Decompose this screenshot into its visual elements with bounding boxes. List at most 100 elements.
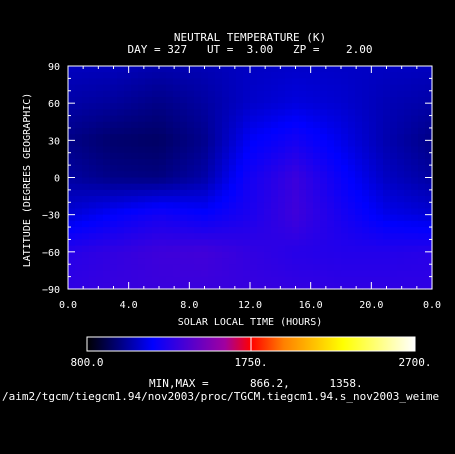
y-tick-label: 0	[54, 174, 60, 185]
heatmap-cell	[418, 227, 426, 234]
heatmap-cell	[187, 189, 195, 197]
heatmap-cell	[376, 245, 384, 253]
heatmap-cell	[299, 78, 307, 86]
heatmap-cell	[348, 208, 356, 216]
heatmap-cell	[187, 78, 195, 86]
heatmap-cell	[243, 239, 251, 247]
heatmap-cell	[285, 270, 293, 278]
heatmap-cell	[264, 171, 272, 179]
heatmap-cell	[173, 270, 181, 278]
heatmap-cell	[138, 227, 146, 234]
heatmap-cell	[313, 251, 321, 259]
heatmap-cell	[236, 177, 244, 185]
heatmap-cell	[110, 177, 118, 185]
heatmap-cell	[250, 214, 258, 222]
heatmap-cell	[411, 245, 419, 253]
heatmap-cell	[390, 258, 398, 265]
heatmap-cell	[187, 214, 195, 222]
heatmap-cell	[348, 220, 356, 228]
heatmap-cell	[243, 177, 251, 185]
heatmap-cell	[397, 134, 405, 141]
heatmap-cell	[341, 208, 349, 216]
heatmap-cell	[215, 165, 223, 172]
heatmap-cell	[166, 245, 174, 253]
heatmap-cell	[313, 227, 321, 234]
heatmap-cell	[103, 196, 111, 203]
heatmap-cell	[180, 196, 188, 203]
heatmap-cell	[362, 115, 370, 123]
heatmap-cell	[201, 96, 209, 104]
heatmap-cell	[390, 84, 398, 92]
heatmap-cell	[68, 233, 76, 241]
heatmap-cell	[75, 276, 83, 284]
heatmap-cell	[376, 251, 384, 259]
colorbar-tick-label: 800.0	[70, 356, 103, 369]
heatmap-cell	[362, 196, 370, 203]
heatmap-cell	[355, 177, 363, 185]
heatmap-cell	[271, 103, 279, 110]
heatmap-cell	[341, 227, 349, 234]
heatmap-cell	[236, 96, 244, 104]
heatmap-cell	[215, 103, 223, 110]
heatmap-cell	[159, 115, 167, 123]
heatmap-cell	[404, 109, 412, 117]
heatmap-cell	[411, 276, 419, 284]
heatmap-cell	[201, 72, 209, 79]
heatmap-cell	[131, 121, 139, 129]
heatmap-cell	[383, 134, 391, 141]
heatmap-cell	[341, 177, 349, 185]
heatmap-cell	[229, 127, 237, 135]
heatmap-cell	[166, 270, 174, 278]
heatmap-cell	[89, 72, 97, 79]
heatmap-cell	[425, 109, 433, 117]
heatmap-cell	[397, 66, 405, 73]
heatmap-cell	[110, 152, 118, 160]
heatmap-cell	[131, 227, 139, 234]
heatmap-cell	[236, 134, 244, 141]
heatmap-cell	[187, 66, 195, 73]
heatmap-cell	[327, 103, 335, 110]
heatmap-cell	[103, 208, 111, 216]
heatmap-cell	[299, 121, 307, 129]
heatmap-cell	[96, 189, 104, 197]
heatmap-cell	[362, 96, 370, 104]
heatmap-cell	[292, 220, 300, 228]
heatmap-cell	[397, 220, 405, 228]
heatmap-cell	[299, 208, 307, 216]
heatmap-cell	[411, 177, 419, 185]
heatmap-cell	[68, 214, 76, 222]
heatmap-cell	[327, 90, 335, 98]
heatmap-cell	[103, 84, 111, 92]
heatmap-cell	[376, 233, 384, 241]
heatmap-cell	[383, 103, 391, 110]
heatmap-cell	[75, 208, 83, 216]
heatmap-cell	[306, 239, 314, 247]
heatmap-cell	[208, 96, 216, 104]
heatmap-cell	[320, 220, 328, 228]
heatmap-cell	[229, 146, 237, 154]
heatmap-cell	[117, 103, 125, 110]
heatmap-cell	[341, 134, 349, 141]
heatmap-cell	[418, 276, 426, 284]
heatmap-cell	[159, 208, 167, 216]
heatmap-cell	[145, 115, 153, 123]
heatmap-cell	[327, 127, 335, 135]
heatmap-cell	[264, 72, 272, 79]
heatmap-cell	[376, 158, 384, 166]
heatmap-cell	[173, 214, 181, 222]
heatmap-cell	[75, 214, 83, 222]
heatmap-cell	[173, 84, 181, 92]
heatmap-cell	[278, 96, 286, 104]
heatmap-cell	[250, 171, 258, 179]
heatmap-cell	[383, 115, 391, 123]
heatmap-cell	[369, 189, 377, 197]
heatmap-cell	[117, 109, 125, 117]
heatmap-cell	[278, 258, 286, 265]
heatmap-cell	[390, 208, 398, 216]
heatmap-cell	[355, 109, 363, 117]
heatmap-cell	[166, 276, 174, 284]
heatmap-cell	[103, 183, 111, 191]
heatmap-cell	[187, 282, 195, 290]
heatmap-cell	[292, 227, 300, 234]
